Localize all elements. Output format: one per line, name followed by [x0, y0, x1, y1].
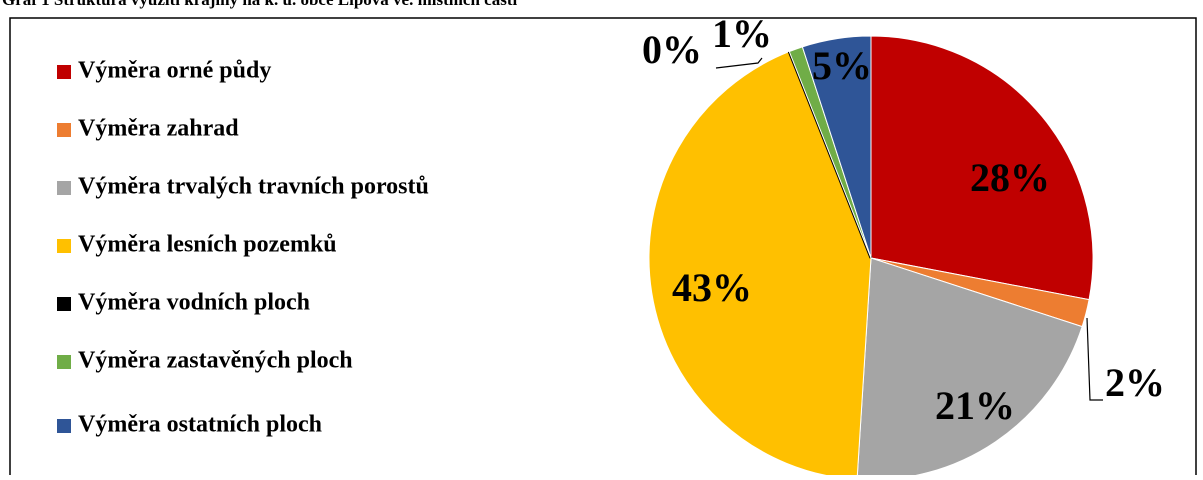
legend-label: Výměra lesních pozemků	[78, 232, 337, 258]
legend-label: Výměra zahrad	[78, 116, 239, 142]
data-label: 5%	[812, 43, 872, 88]
data-label: 0%	[642, 27, 702, 72]
legend-swatch	[57, 181, 71, 195]
legend-swatch	[57, 65, 71, 79]
legend-label: Výměra zastavěných ploch	[78, 348, 353, 374]
data-label: 1%	[712, 11, 772, 56]
pie-slice	[648, 50, 872, 480]
legend-label: Výměra orné půdy	[78, 58, 271, 84]
data-label: 43%	[672, 265, 752, 310]
legend-label: Výměra trvalých travních porostů	[78, 174, 429, 200]
leader-line	[715, 57, 763, 69]
pie-slice	[801, 35, 872, 259]
pie-slice	[870, 35, 1094, 301]
legend-swatch	[57, 239, 71, 253]
data-label: 21%	[935, 383, 1015, 428]
legend-swatch	[57, 123, 71, 137]
leader-line	[1086, 317, 1103, 401]
legend-label: Výměra vodních ploch	[78, 290, 310, 316]
chart-title: Graf 1 Struktura využití krajiny na k. ú…	[2, 0, 517, 9]
legend-swatch	[57, 355, 71, 369]
legend-label: Výměra ostatních ploch	[78, 412, 322, 438]
legend-swatch	[57, 297, 71, 311]
data-label: 28%	[970, 155, 1050, 200]
legend-swatch	[57, 419, 71, 433]
data-label: 2%	[1105, 360, 1165, 405]
